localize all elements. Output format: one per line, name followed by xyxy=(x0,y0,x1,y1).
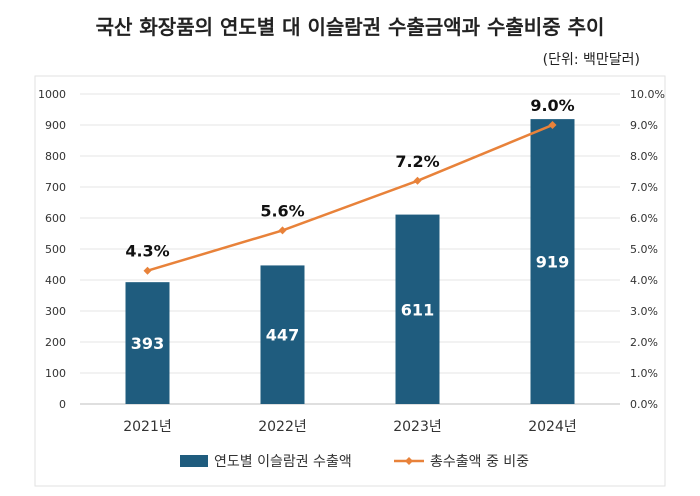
left-tick-label: 200 xyxy=(45,336,66,349)
bar-value-label: 919 xyxy=(536,253,569,272)
left-tick-label: 800 xyxy=(45,150,66,163)
left-tick-label: 500 xyxy=(45,243,66,256)
right-tick-label: 5.0% xyxy=(630,243,658,256)
line-point xyxy=(413,176,422,185)
right-tick-label: 6.0% xyxy=(630,212,658,225)
bar-value-label: 447 xyxy=(266,326,299,345)
left-tick-label: 1000 xyxy=(38,88,66,101)
left-tick-label: 600 xyxy=(45,212,66,225)
bar-2023년 xyxy=(395,214,440,404)
line-value-label: 7.2% xyxy=(395,152,439,171)
unit-note: (단위: 백만달러) xyxy=(543,52,640,68)
bar-2024년 xyxy=(530,119,575,405)
x-tick-label: 2024년 xyxy=(528,419,577,435)
bar-2022년 xyxy=(260,265,305,404)
line-point xyxy=(143,266,152,275)
chart-title: 국산 화장품의 연도별 대 이슬람권 수출금액과 수출비중 추이 xyxy=(96,15,605,39)
x-tick-label: 2023년 xyxy=(393,419,442,435)
x-tick-label: 2022년 xyxy=(258,419,307,435)
right-tick-label: 7.0% xyxy=(630,181,658,194)
right-tick-label: 4.0% xyxy=(630,274,658,287)
line-value-label: 5.6% xyxy=(260,201,304,220)
left-tick-label: 300 xyxy=(45,305,66,318)
right-tick-label: 1.0% xyxy=(630,367,658,380)
right-tick-label: 2.0% xyxy=(630,336,658,349)
legend-swatch-bar xyxy=(180,455,208,467)
right-tick-label: 0.0% xyxy=(630,398,658,411)
legend-label-line: 총수출액 중 비중 xyxy=(430,454,529,470)
line-value-label: 4.3% xyxy=(125,242,169,261)
right-tick-label: 8.0% xyxy=(630,150,658,163)
line-point xyxy=(278,226,287,235)
bar-2021년 xyxy=(125,282,170,404)
right-tick-label: 10.0% xyxy=(630,88,665,101)
right-axis-ticks: 0.0% 1.0% 2.0% 3.0% 4.0% 5.0% 6.0% 7.0% 8.0% 9.0%… xyxy=(630,88,665,411)
x-axis-ticks: 2021년 2022년 2023년 2024년 xyxy=(123,419,577,435)
legend-swatch-marker xyxy=(405,457,413,465)
x-tick-label: 2021년 xyxy=(123,419,172,435)
left-axis-ticks: 0 100 200 300 400 500 600 700 800 900 1000 xyxy=(38,88,66,411)
line-value-label: 9.0% xyxy=(530,96,574,115)
right-tick-label: 3.0% xyxy=(630,305,658,318)
gridlines xyxy=(80,93,620,405)
bar-value-label: 393 xyxy=(131,334,164,353)
chart-frame xyxy=(34,75,666,487)
line-point xyxy=(548,121,557,129)
bar-series: 393 447 611 919 xyxy=(125,119,575,405)
left-tick-label: 100 xyxy=(45,367,66,380)
right-tick-label: 9.0% xyxy=(630,119,658,132)
bar-value-label: 611 xyxy=(401,300,434,319)
left-tick-label: 700 xyxy=(45,181,66,194)
line-path xyxy=(147,123,553,272)
line-series: 4.3% 5.6% 7.2% 9.0% xyxy=(125,96,575,275)
left-tick-label: 0 xyxy=(59,398,66,411)
legend-label-bar: 연도별 이슬람권 수출액 xyxy=(214,454,352,470)
legend: 연도별 이슬람권 수출액 총수출액 중 비중 xyxy=(180,454,529,470)
left-tick-label: 400 xyxy=(45,274,66,287)
left-tick-label: 900 xyxy=(45,119,66,132)
